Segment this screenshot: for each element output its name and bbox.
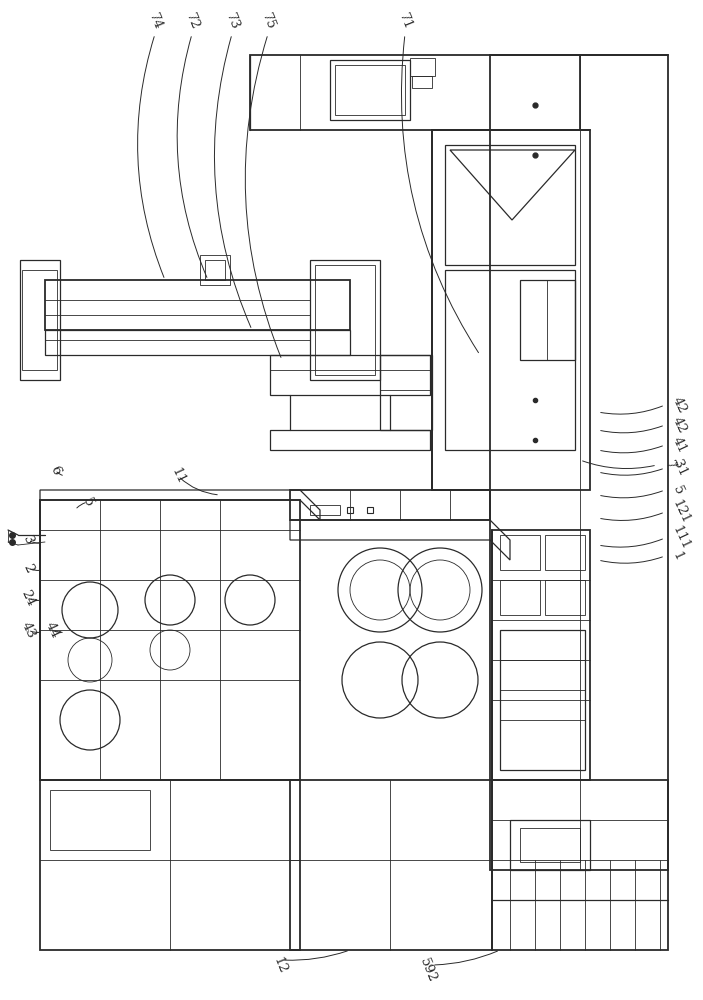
Text: 111: 111 [670,524,692,552]
Bar [500,580,540,615]
Bar [445,145,575,265]
Text: 3: 3 [20,533,36,547]
Bar [200,255,230,285]
Bar [310,505,340,515]
Text: 43: 43 [18,620,37,640]
Text: 42: 42 [670,395,689,415]
Bar [315,265,375,375]
Bar [520,280,575,360]
Text: 1: 1 [670,549,685,563]
Bar [520,828,580,862]
Text: 71: 71 [396,12,414,32]
Text: 31: 31 [670,458,689,478]
Bar [410,58,435,76]
Text: 44: 44 [43,620,61,640]
Text: 11: 11 [169,466,188,486]
Text: 74: 74 [146,12,165,32]
Text: 5: 5 [670,483,685,497]
Text: 73: 73 [223,12,241,32]
Bar [545,535,585,570]
Text: 72: 72 [183,12,201,32]
Bar [500,630,585,770]
Text: 2: 2 [20,561,36,575]
Bar [205,260,225,280]
Text: 42: 42 [670,415,689,435]
Text: 5: 5 [80,495,96,509]
Bar [510,820,590,870]
Text: 7: 7 [662,458,678,472]
Bar [500,535,540,570]
Bar [412,76,432,88]
Text: 6: 6 [47,463,63,477]
Bar [22,270,57,370]
Text: 41: 41 [670,435,689,455]
Text: 121: 121 [670,498,692,526]
Bar [545,580,585,615]
Bar [335,65,405,115]
Text: 24: 24 [18,588,37,608]
Text: 12: 12 [271,955,289,975]
Text: 75: 75 [259,12,277,32]
Bar [50,790,150,850]
Text: 592: 592 [418,956,439,984]
Bar [445,270,575,450]
Bar [330,60,410,120]
